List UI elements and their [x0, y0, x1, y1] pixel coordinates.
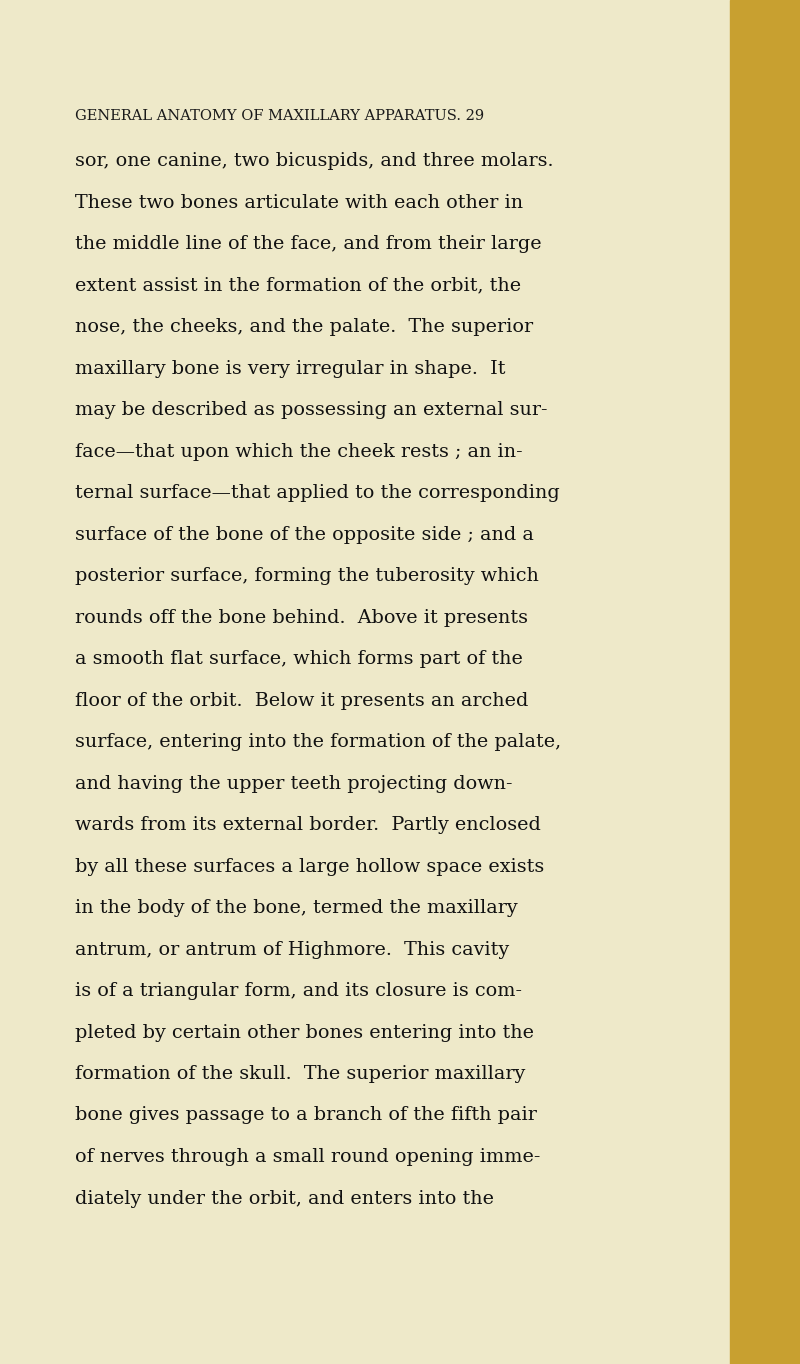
- Text: face—that upon which the cheek rests ; an in-: face—that upon which the cheek rests ; a…: [75, 442, 522, 461]
- Text: ternal surface—that applied to the corresponding: ternal surface—that applied to the corre…: [75, 484, 560, 502]
- Text: bone gives passage to a branch of the fifth pair: bone gives passage to a branch of the fi…: [75, 1106, 537, 1124]
- Text: These two bones articulate with each other in: These two bones articulate with each oth…: [75, 194, 523, 211]
- Text: in the body of the bone, termed the maxillary: in the body of the bone, termed the maxi…: [75, 899, 518, 917]
- Text: by all these surfaces a large hollow space exists: by all these surfaces a large hollow spa…: [75, 858, 544, 876]
- Text: the middle line of the face, and from their large: the middle line of the face, and from th…: [75, 235, 542, 252]
- Text: extent assist in the formation of the orbit, the: extent assist in the formation of the or…: [75, 277, 521, 295]
- Text: GENERAL ANATOMY OF MAXILLARY APPARATUS. 29: GENERAL ANATOMY OF MAXILLARY APPARATUS. …: [75, 109, 484, 123]
- Text: surface of the bone of the opposite side ; and a: surface of the bone of the opposite side…: [75, 525, 534, 543]
- Bar: [730, 0, 800, 1364]
- Text: maxillary bone is very irregular in shape.  It: maxillary bone is very irregular in shap…: [75, 360, 506, 378]
- Text: wards from its external border.  Partly enclosed: wards from its external border. Partly e…: [75, 816, 541, 833]
- Text: surface, entering into the formation of the palate,: surface, entering into the formation of …: [75, 732, 561, 752]
- Text: antrum, or antrum of Highmore.  This cavity: antrum, or antrum of Highmore. This cavi…: [75, 941, 509, 959]
- Text: posterior surface, forming the tuberosity which: posterior surface, forming the tuberosit…: [75, 567, 539, 585]
- Text: a smooth flat surface, which forms part of the: a smooth flat surface, which forms part …: [75, 651, 523, 668]
- Text: is of a triangular form, and its closure is com-: is of a triangular form, and its closure…: [75, 982, 522, 1000]
- Text: of nerves through a small round opening imme-: of nerves through a small round opening …: [75, 1148, 540, 1166]
- Text: formation of the skull.  The superior maxillary: formation of the skull. The superior max…: [75, 1065, 526, 1083]
- Text: floor of the orbit.  Below it presents an arched: floor of the orbit. Below it presents an…: [75, 692, 528, 709]
- Text: pleted by certain other bones entering into the: pleted by certain other bones entering i…: [75, 1023, 534, 1042]
- Text: sor, one canine, two bicuspids, and three molars.: sor, one canine, two bicuspids, and thre…: [75, 151, 554, 170]
- Text: rounds off the bone behind.  Above it presents: rounds off the bone behind. Above it pre…: [75, 608, 528, 626]
- Text: diately under the orbit, and enters into the: diately under the orbit, and enters into…: [75, 1189, 494, 1207]
- Text: and having the upper teeth projecting down-: and having the upper teeth projecting do…: [75, 775, 513, 792]
- Text: may be described as possessing an external sur-: may be described as possessing an extern…: [75, 401, 547, 419]
- Text: nose, the cheeks, and the palate.  The superior: nose, the cheeks, and the palate. The su…: [75, 318, 533, 336]
